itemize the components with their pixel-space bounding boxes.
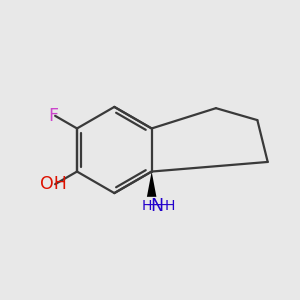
Text: N: N bbox=[150, 197, 164, 215]
Text: H: H bbox=[165, 199, 175, 213]
Text: OH: OH bbox=[40, 175, 67, 193]
Text: —: — bbox=[154, 199, 167, 213]
Text: F: F bbox=[48, 107, 58, 125]
Text: —: — bbox=[146, 199, 160, 213]
Text: H: H bbox=[141, 199, 152, 213]
Polygon shape bbox=[147, 172, 156, 197]
